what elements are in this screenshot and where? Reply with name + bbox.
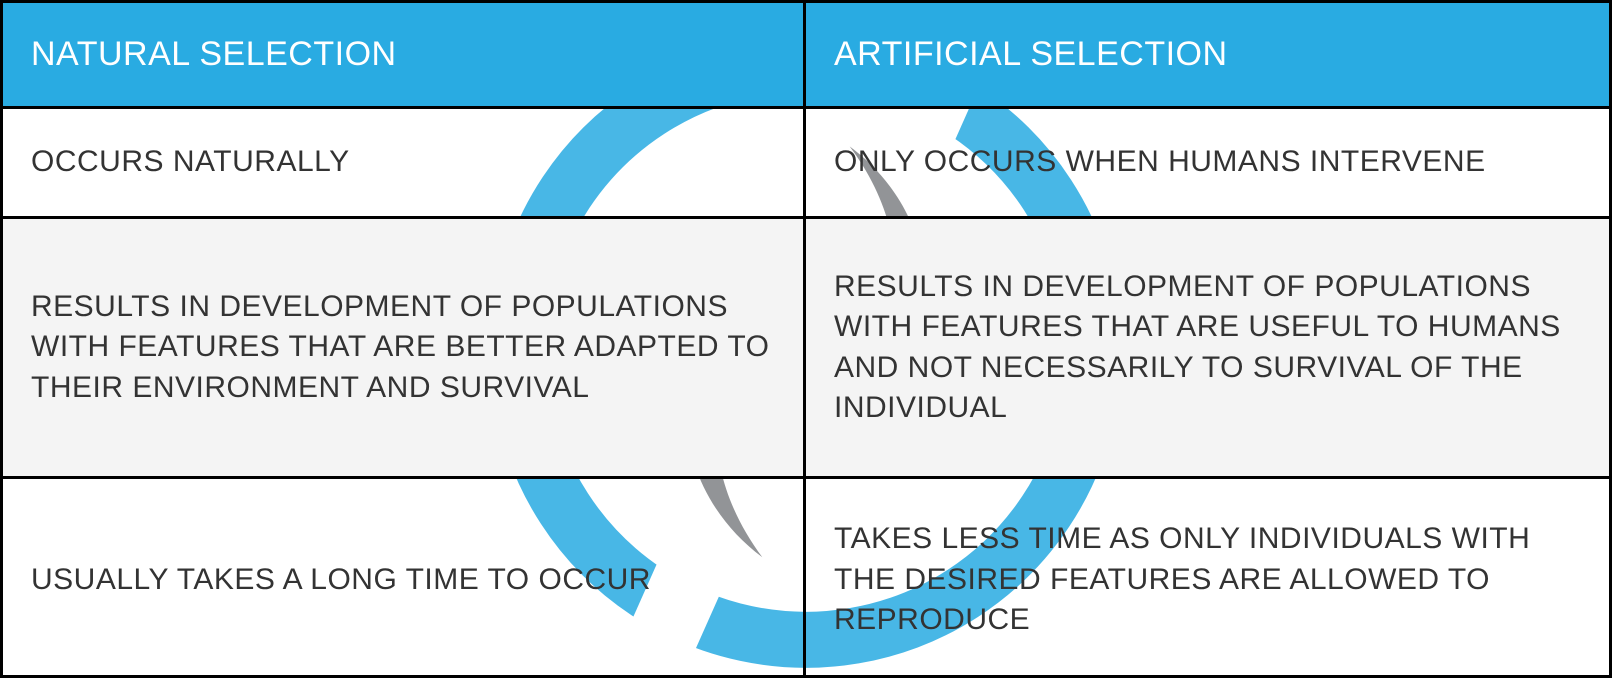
cell-text: Only occurs when humans intervene (834, 142, 1486, 183)
table-cell: Results in development of populations wi… (806, 219, 1609, 479)
cell-text: Results in development of populations wi… (31, 287, 775, 409)
header-text: Artificial Selection (834, 32, 1228, 78)
table-cell: Results in development of populations wi… (3, 219, 806, 479)
table-cell: Usually takes a long time to occur (3, 479, 806, 678)
table-cell: Occurs naturally (3, 109, 806, 219)
column-header-artificial: Artificial Selection (806, 3, 1609, 109)
table-cell: Only occurs when humans intervene (806, 109, 1609, 219)
comparison-table: Natural Selection Artificial Selection O… (0, 0, 1612, 678)
cell-text: Takes less time as only individuals with… (834, 519, 1581, 641)
column-header-natural: Natural Selection (3, 3, 806, 109)
cell-text: Occurs naturally (31, 142, 350, 183)
cell-text: Usually takes a long time to occur (31, 560, 651, 601)
table-cell: Takes less time as only individuals with… (806, 479, 1609, 678)
comparison-table-stage: Natural Selection Artificial Selection O… (0, 0, 1612, 678)
cell-text: Results in development of populations wi… (834, 267, 1581, 429)
header-text: Natural Selection (31, 32, 397, 78)
